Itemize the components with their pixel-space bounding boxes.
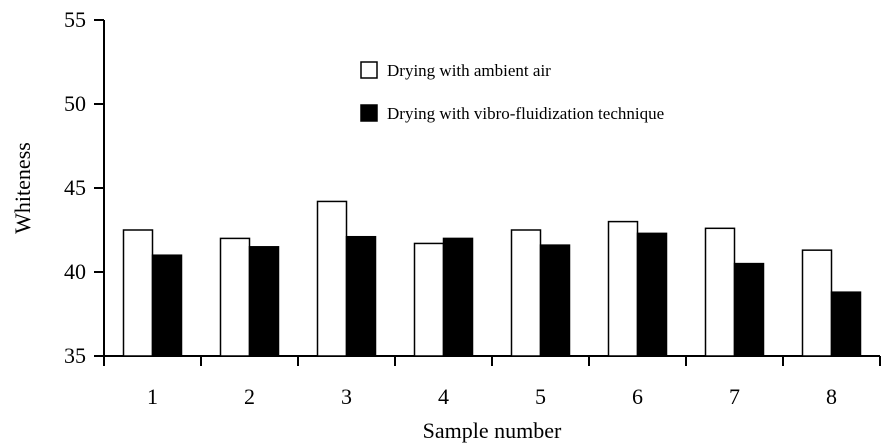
- x-tick-label: 7: [729, 384, 740, 409]
- bar-ambient-air: [801, 249, 833, 357]
- x-tick-label: 5: [535, 384, 546, 409]
- x-tick-label: 8: [826, 384, 837, 409]
- legend-label: Drying with vibro-fluidization technique: [387, 104, 664, 123]
- bar-ambient-air: [122, 229, 154, 357]
- x-axis-title: Sample number: [423, 418, 562, 443]
- y-tick-label: 45: [64, 175, 86, 200]
- bar-ambient-air: [413, 242, 445, 357]
- bar-ambient-air: [704, 227, 736, 357]
- bar-vibro-fluidization: [442, 237, 474, 357]
- y-axis-ticks: 35 40 45 50 55: [64, 7, 104, 368]
- bar-ambient-air: [316, 200, 348, 357]
- bar-vibro-fluidization: [636, 232, 668, 357]
- x-tick-label: 4: [438, 384, 449, 409]
- bar-vibro-fluidization: [539, 244, 571, 357]
- x-tick-label: 6: [632, 384, 643, 409]
- bar-vibro-fluidization: [830, 291, 862, 357]
- y-tick-label: 50: [64, 91, 86, 116]
- x-tick-label: 1: [147, 384, 158, 409]
- y-tick-label: 35: [64, 343, 86, 368]
- y-tick-label: 55: [64, 7, 86, 32]
- bar-vibro-fluidization: [151, 254, 183, 357]
- y-axis-title: Whiteness: [10, 142, 35, 234]
- bar-vibro-fluidization: [248, 246, 280, 357]
- legend-swatch-vibro-fluidization: [360, 104, 378, 122]
- bar-vibro-fluidization: [733, 262, 765, 357]
- bar-ambient-air: [607, 220, 639, 357]
- bar-series: [122, 200, 862, 357]
- y-tick-label: 40: [64, 259, 86, 284]
- bar-vibro-fluidization: [345, 235, 377, 357]
- x-tick-label: 2: [244, 384, 255, 409]
- legend-swatch-ambient-air: [360, 61, 378, 79]
- x-axis-ticks: 1 2 3 4 5 6 7 8: [103, 356, 881, 409]
- legend-label: Drying with ambient air: [387, 61, 551, 80]
- x-tick-label: 3: [341, 384, 352, 409]
- bar-ambient-air: [510, 229, 542, 357]
- legend: Drying with ambient air Drying with vibro…: [360, 61, 664, 123]
- bar-ambient-air: [219, 237, 251, 357]
